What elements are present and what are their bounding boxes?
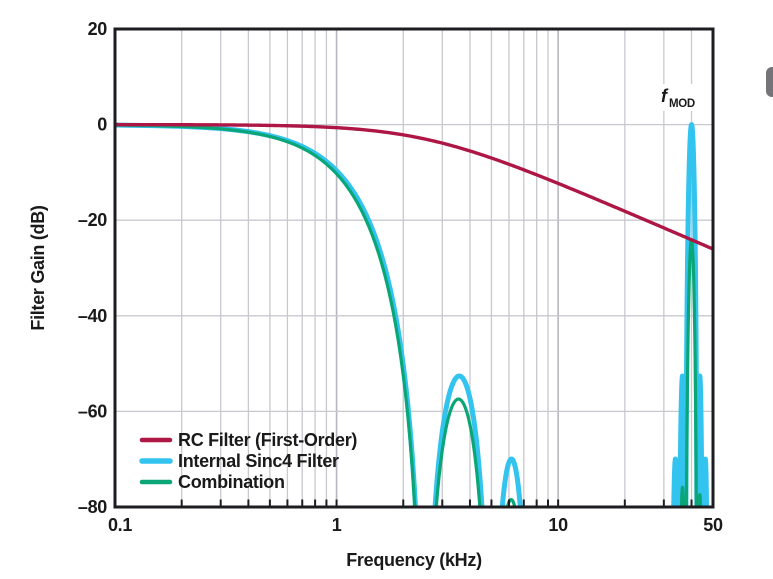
fmod-annotation: f MOD (656, 84, 700, 111)
grid-lines (115, 29, 713, 507)
legend-label-combination: Combination (178, 472, 285, 492)
x-tick-label: 1 (332, 515, 342, 535)
fmod-annotation-background (656, 84, 700, 111)
legend-item-combination: Combination (139, 472, 285, 492)
curve-rc-filter (115, 122, 713, 251)
y-tick-label: 20 (88, 19, 108, 39)
x-tick-label: 10 (548, 515, 568, 535)
x-axis-title: Frequency (kHz) (346, 550, 482, 570)
legend-label-rc-filter: RC Filter (First-Order) (178, 430, 357, 450)
curve-combination (115, 123, 703, 507)
fmod-annotation-symbol: f (661, 86, 669, 106)
y-tick-label: –40 (78, 306, 107, 326)
y-axis-title: Filter Gain (dB) (28, 205, 48, 331)
x-tick-label: 0.1 (108, 515, 132, 535)
curve-internal-sinc4-filter (115, 122, 712, 507)
y-tick-label: –80 (78, 497, 107, 517)
y-tick-label: 0 (97, 115, 107, 135)
y-tick-label: –20 (78, 210, 107, 230)
legend-item-sinc4-filter: Internal Sinc4 Filter (139, 451, 339, 471)
side-page-tab[interactable] (766, 67, 773, 97)
legend-label-sinc4-filter: Internal Sinc4 Filter (178, 451, 339, 471)
plot-border (113, 27, 715, 509)
legend-item-rc-filter: RC Filter (First-Order) (139, 430, 358, 450)
axis-tick-labels: 20 0 –20 –40 –60 –800.1 1 10 50 (78, 19, 723, 535)
axis-tick-marks (180, 499, 693, 506)
x-tick-label: 50 (703, 515, 723, 535)
chart-legend: RC Filter (First-Order) Internal Sinc4 F… (139, 430, 358, 492)
fmod-annotation-subscript: MOD (669, 98, 695, 110)
y-tick-label: –60 (78, 401, 107, 421)
curve-layer (115, 122, 713, 507)
